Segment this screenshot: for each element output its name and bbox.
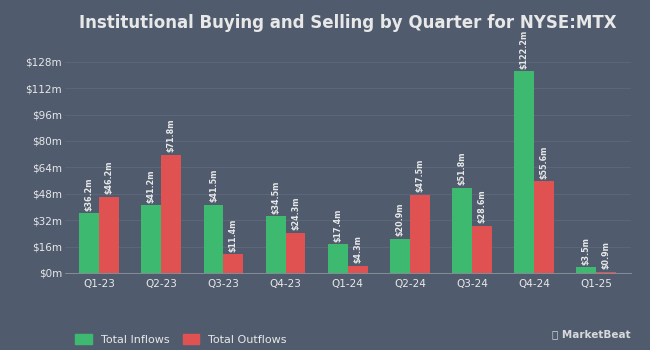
Bar [390,238,410,273]
Bar [410,195,430,273]
Text: $0.9m: $0.9m [602,241,611,269]
Text: $36.2m: $36.2m [84,177,94,211]
Bar [203,204,224,273]
Text: $17.4m: $17.4m [333,209,343,242]
Text: $41.5m: $41.5m [209,169,218,202]
Text: $47.5m: $47.5m [415,159,424,192]
Text: $4.3m: $4.3m [353,236,362,264]
Title: Institutional Buying and Selling by Quarter for NYSE:MTX: Institutional Buying and Selling by Quar… [79,14,617,32]
Bar [514,71,534,273]
Text: $51.8m: $51.8m [458,152,467,185]
Text: $41.2m: $41.2m [147,169,156,203]
Legend: Total Inflows, Total Outflows: Total Inflows, Total Outflows [71,329,291,349]
Bar [79,213,99,273]
Text: $20.9m: $20.9m [395,203,404,236]
Bar [577,267,596,273]
Text: $3.5m: $3.5m [582,237,591,265]
Bar [161,155,181,273]
Text: ⦾ MarketBeat: ⦾ MarketBeat [552,329,630,340]
Bar [142,205,161,273]
Bar [224,254,243,273]
Bar [99,197,119,273]
Bar [348,266,368,273]
Text: $71.8m: $71.8m [167,119,176,152]
Bar [452,188,472,273]
Text: $11.4m: $11.4m [229,218,238,252]
Bar [596,272,616,273]
Text: $55.6m: $55.6m [540,145,549,179]
Text: $28.6m: $28.6m [478,190,486,223]
Text: $24.3m: $24.3m [291,197,300,230]
Text: $34.5m: $34.5m [271,180,280,214]
Bar [266,216,285,273]
Text: $46.2m: $46.2m [105,161,114,194]
Bar [285,233,306,273]
Bar [472,226,492,273]
Bar [328,244,348,273]
Text: $122.2m: $122.2m [520,30,528,69]
Bar [534,181,554,273]
